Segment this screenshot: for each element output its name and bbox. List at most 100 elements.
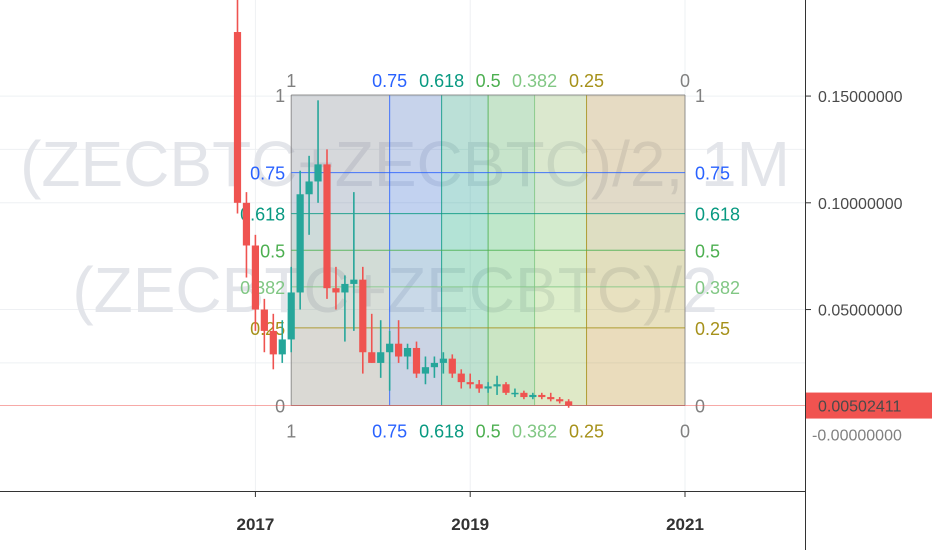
candle[interactable] [395,320,403,363]
fib-time-label-top: 0 [680,71,690,91]
fib-time-label-bottom: 0.75 [372,422,407,442]
candle[interactable] [269,313,277,370]
candle[interactable] [421,356,430,385]
candle-body [529,394,537,398]
fib-price-label-left: 0.75 [250,164,285,184]
candle[interactable] [368,313,376,363]
candle[interactable] [386,330,394,391]
fib-price-label-left: 0.382 [240,278,285,298]
fib-time-label-top: 0.5 [476,71,501,91]
candle[interactable] [484,382,492,393]
candle[interactable] [511,388,519,398]
candle[interactable] [305,155,313,235]
fib-time-label-bottom: 0 [680,422,690,442]
candle[interactable] [529,392,537,400]
watermark: (ZECBTC+ZECBTC)/2, 1M (ZECBTC+ZECBTC)/2 [20,128,790,326]
time-tick-label: 2019 [451,515,489,534]
fib-time-label-bottom: 0.5 [476,422,501,442]
fib-time-label-bottom: 0.25 [569,422,604,442]
candle[interactable] [556,397,564,404]
candle-body [269,330,277,355]
candle[interactable] [287,266,295,353]
candle[interactable] [538,392,546,400]
candle-body [377,352,385,363]
candle-body [412,347,421,374]
candle[interactable] [520,390,528,400]
candle[interactable] [439,352,447,374]
candle-body [493,384,501,387]
watermark-line-2: (ZECBTC+ZECBTC)/2 [72,254,717,326]
price-axis-background [805,0,932,550]
candle-body [511,392,519,395]
candle-body [278,339,286,355]
price-tick-label: 0.15000000 [818,89,903,106]
candle-body [448,358,456,374]
fib-time-label-top: 0.618 [419,71,464,91]
fib-time-label-top: 1 [286,71,296,91]
candle-body [305,181,313,195]
candle[interactable] [314,100,322,203]
fib-price-label-left: 0.5 [260,241,285,261]
fib-time-label-top: 0.75 [372,71,407,91]
candle[interactable] [502,382,510,395]
fib-price-label-left: 0 [275,397,285,417]
fib-price-label-left: 1 [275,86,285,106]
fib-price-label-left: 0.618 [240,205,285,225]
fib-price-label-right: 1 [695,86,705,106]
candle[interactable] [565,399,573,408]
fib-time-label-bottom: 0.618 [419,422,464,442]
candle[interactable] [341,275,349,342]
time-tick-label: 2017 [236,515,274,534]
candle[interactable] [242,192,251,278]
time-tick-label: 2021 [666,515,704,534]
fib-time-label-bottom: 1 [286,422,296,442]
candle-body [314,164,322,182]
candle-body [466,382,474,385]
candle[interactable] [547,392,555,402]
candle[interactable] [296,170,304,310]
candle[interactable] [466,373,474,389]
candle[interactable] [377,320,385,378]
candle-body [287,292,295,340]
candle-body [368,352,376,363]
candle-body [556,399,564,402]
price-tick-label: -0.00000000 [812,427,902,444]
candle[interactable] [323,149,331,299]
candle-body [242,202,251,246]
fib-price-label-right: 0.618 [695,205,740,225]
fib-time-label-top: 0.25 [569,71,604,91]
candle[interactable] [412,341,421,378]
candle[interactable] [350,192,358,331]
candle[interactable] [457,369,465,389]
candle-body [296,194,304,293]
candle[interactable] [359,266,367,374]
time-axis-background [0,491,805,550]
candle-body [233,32,242,203]
watermark-line-1: (ZECBTC+ZECBTC)/2, 1M [20,128,790,200]
candle-body [260,309,268,331]
candles [0,0,805,408]
current-price-badge: 0.00502411 [806,392,932,419]
candle[interactable] [278,320,286,363]
candle[interactable] [475,379,483,393]
candle-body [332,288,340,293]
candle[interactable] [233,0,242,214]
candle[interactable] [332,266,340,310]
candle[interactable] [403,343,412,370]
candle[interactable] [260,298,268,353]
candle[interactable] [251,234,259,331]
fib-price-label-right: 0.382 [695,278,740,298]
candle[interactable] [448,354,456,378]
candle-body [484,386,492,389]
fib-time-retracement-drawing[interactable]: 110.750.750.6180.6180.50.50.3820.3820.25… [240,71,740,442]
candle-body [421,367,430,374]
price-tick-label: 0.10000000 [818,196,903,213]
candle[interactable] [430,356,438,378]
candle[interactable] [493,375,501,395]
candle-body [538,394,546,398]
candle-body [323,164,331,289]
candle-body [359,279,367,353]
current-price-label: 0.00502411 [818,399,901,416]
